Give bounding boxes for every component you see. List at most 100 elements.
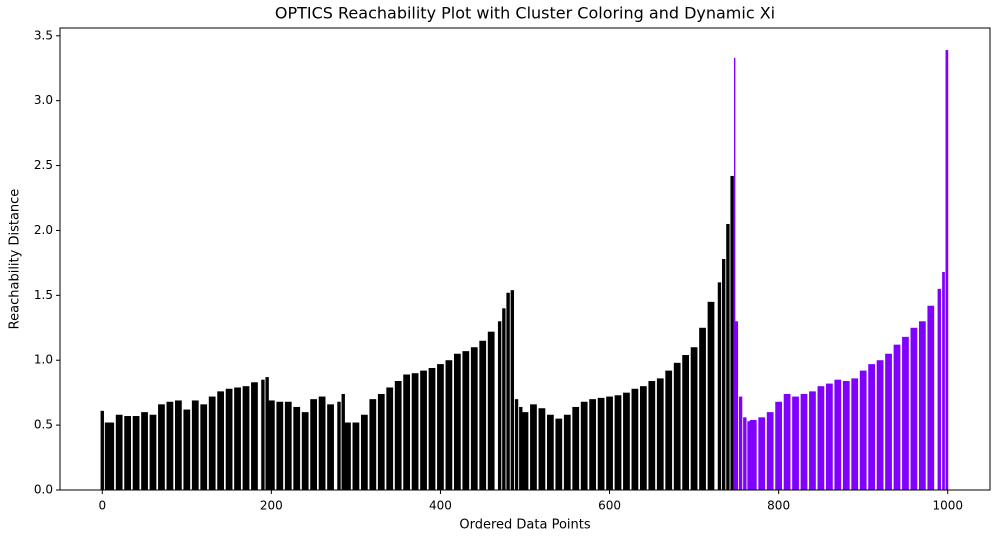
bar — [487, 331, 495, 490]
bar — [893, 344, 901, 490]
bar — [265, 377, 269, 490]
bar — [738, 396, 743, 490]
bar — [918, 321, 926, 490]
bar — [648, 380, 656, 490]
bar — [445, 360, 453, 490]
bar — [809, 391, 816, 490]
bar — [141, 412, 148, 490]
bar — [183, 409, 191, 490]
bar — [766, 412, 774, 490]
bar — [377, 393, 385, 490]
bar — [514, 399, 519, 490]
bar — [876, 360, 884, 490]
bar — [420, 370, 427, 490]
bar — [166, 401, 174, 490]
bar — [538, 408, 546, 490]
bar — [115, 414, 123, 490]
bar — [510, 290, 515, 490]
y-tick-label: 0.5 — [34, 418, 53, 432]
bar — [631, 388, 639, 490]
y-tick-label: 1.5 — [34, 288, 53, 302]
bar — [411, 373, 419, 490]
bar — [726, 223, 730, 490]
bar — [104, 422, 109, 490]
bar — [707, 301, 715, 490]
bar — [217, 391, 225, 490]
bar — [506, 292, 510, 490]
y-tick-label: 2.5 — [34, 158, 53, 172]
bar — [100, 410, 104, 490]
x-tick-label: 600 — [598, 499, 621, 513]
bar — [360, 414, 368, 490]
bar — [851, 378, 859, 490]
bar — [530, 404, 537, 490]
bar — [580, 401, 588, 490]
bar — [942, 271, 945, 490]
y-tick-label: 0.0 — [34, 483, 53, 497]
bar — [225, 388, 233, 490]
bar — [341, 393, 345, 490]
bar — [369, 399, 377, 490]
bar — [606, 396, 613, 490]
bar — [428, 368, 436, 490]
bar — [749, 419, 757, 490]
bar — [521, 412, 529, 490]
bar — [783, 393, 791, 490]
bar — [546, 414, 554, 490]
bar — [597, 397, 605, 490]
bar — [284, 401, 292, 490]
bar — [337, 401, 341, 490]
bar — [251, 382, 258, 490]
bar — [453, 353, 461, 490]
bar — [344, 422, 351, 490]
bar — [665, 370, 673, 490]
bar — [885, 353, 892, 490]
bar — [479, 340, 487, 490]
x-tick-label: 800 — [767, 499, 790, 513]
bar — [792, 396, 799, 490]
bar — [834, 379, 842, 490]
bar — [825, 383, 833, 490]
bar — [717, 282, 722, 490]
y-tick-label: 3.5 — [34, 28, 53, 42]
bar — [656, 378, 664, 490]
bar — [743, 417, 747, 490]
bar — [293, 406, 301, 490]
bar — [352, 422, 360, 490]
x-tick-label: 400 — [429, 499, 452, 513]
bar — [394, 380, 402, 490]
bar — [563, 414, 571, 490]
bar — [318, 396, 326, 490]
bar — [149, 414, 157, 490]
bar — [124, 416, 132, 490]
bar — [673, 362, 681, 490]
bar — [699, 327, 706, 490]
bar — [868, 364, 876, 490]
bar — [614, 395, 622, 490]
bar — [817, 386, 825, 490]
bar — [191, 400, 199, 490]
bar — [910, 327, 918, 490]
bar — [403, 374, 411, 490]
bar — [267, 400, 275, 490]
bar — [310, 399, 318, 490]
bar — [747, 421, 751, 490]
bar — [730, 175, 734, 490]
x-tick-label: 1000 — [932, 499, 963, 513]
y-tick-label: 1.0 — [34, 353, 53, 367]
bar — [682, 355, 690, 490]
bar — [927, 305, 935, 490]
bar — [690, 347, 698, 490]
y-tick-label: 3.0 — [34, 93, 53, 107]
x-axis-label: Ordered Data Points — [459, 518, 590, 533]
bar — [174, 400, 182, 490]
bar — [301, 412, 309, 490]
bar — [327, 404, 334, 490]
bar — [200, 404, 208, 490]
bar — [470, 347, 478, 490]
bar — [842, 380, 850, 490]
chart-title: OPTICS Reachability Plot with Cluster Co… — [275, 4, 775, 23]
bar — [276, 401, 284, 490]
y-axis-label: Reachability Distance — [8, 189, 23, 330]
